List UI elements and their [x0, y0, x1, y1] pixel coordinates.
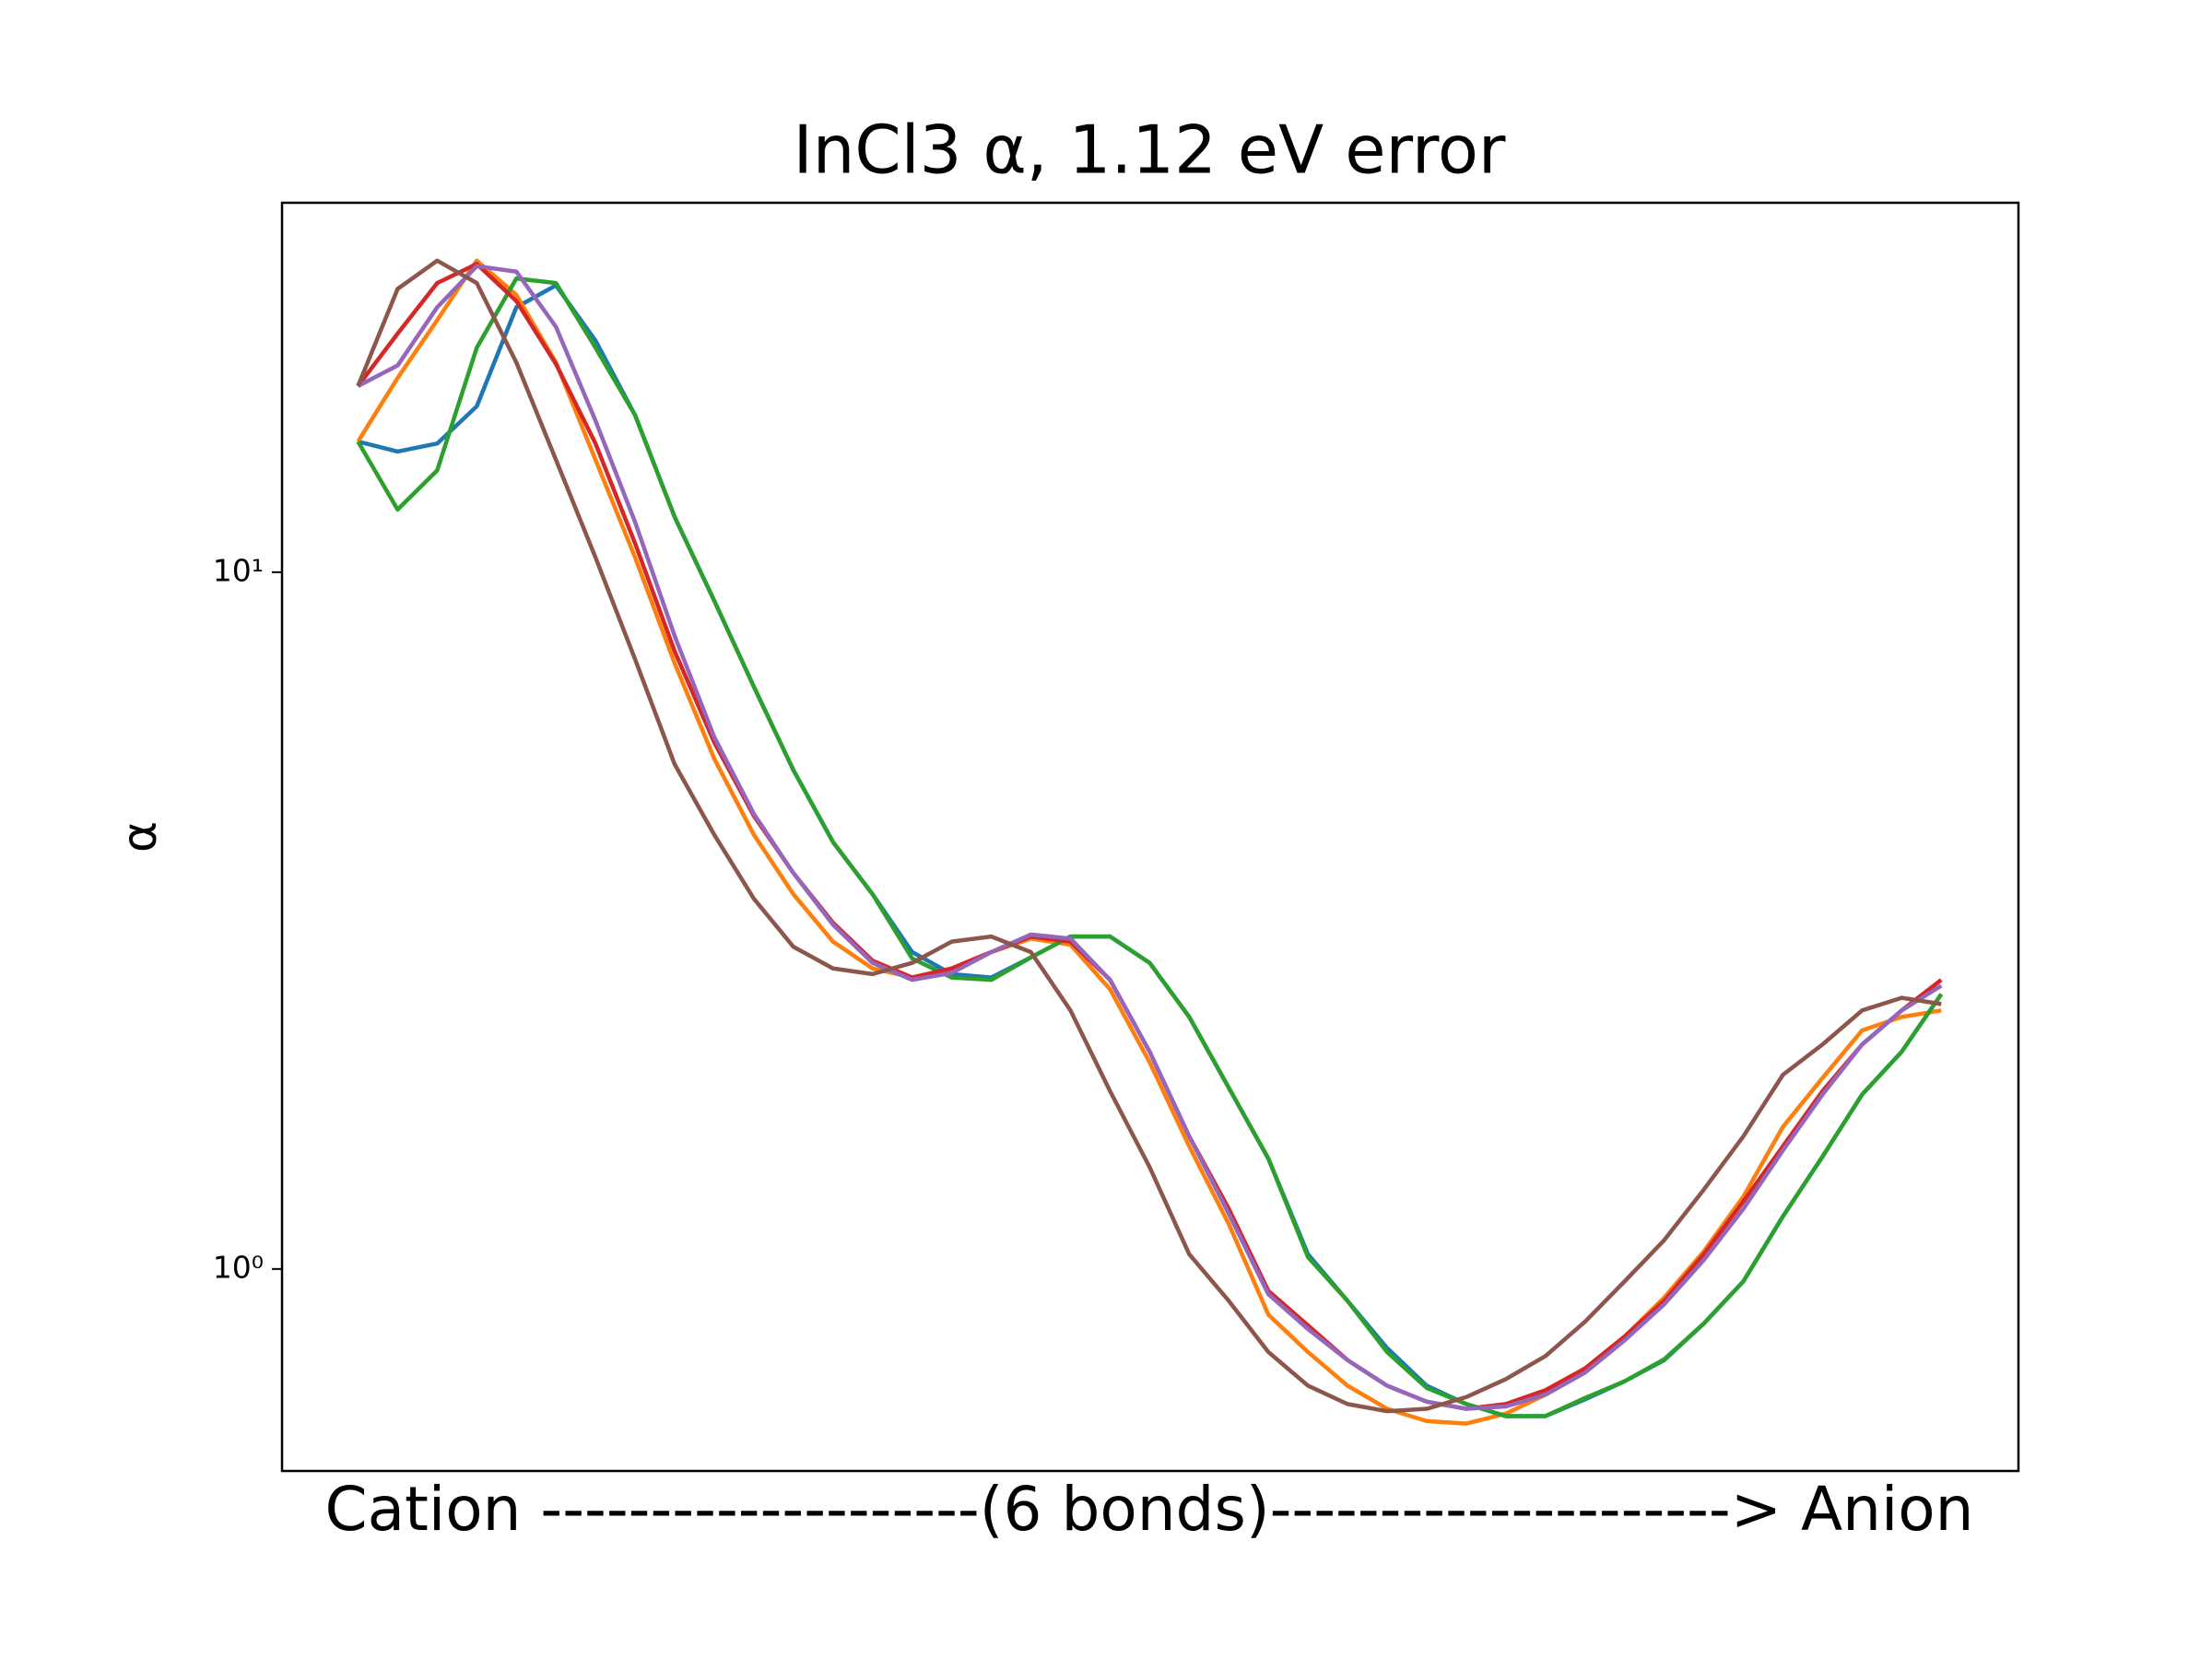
series-line — [356, 258, 1942, 1414]
plot-frame — [280, 201, 2020, 1473]
series-line — [356, 258, 1942, 1426]
y-axis-label: α — [112, 821, 168, 853]
series-line — [357, 264, 1943, 1411]
y-tick-label: 10⁰ — [213, 1249, 264, 1285]
plot-area — [356, 258, 1944, 1426]
y-tick-label: 10¹ — [213, 552, 264, 588]
x-axis-label: Cation --------------------(6 bonds)----… — [324, 1474, 1973, 1545]
chart-title: InCl3 α, 1.12 eV error — [793, 112, 1505, 189]
series-line — [356, 276, 1944, 1418]
series-line — [356, 262, 1943, 1411]
